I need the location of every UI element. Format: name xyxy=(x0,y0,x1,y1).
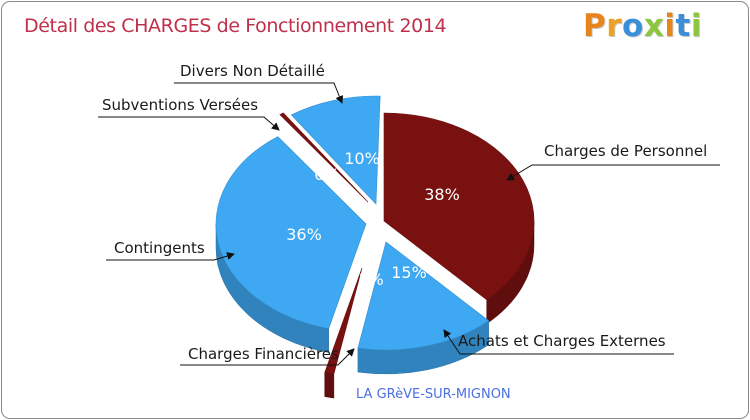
logo-letter: t xyxy=(675,8,691,44)
pie-slice xyxy=(383,112,535,301)
commune-name: LA GRèVE-SUR-MIGNON xyxy=(356,387,511,402)
slice-percent-label: 0% xyxy=(314,165,339,184)
leader-line xyxy=(506,164,720,181)
logo-letter: x xyxy=(643,8,665,44)
pie-slice xyxy=(290,95,381,205)
logo-letter: i xyxy=(690,8,702,44)
slice-percent-label: 38% xyxy=(424,185,460,204)
slice-category-label: Charges Financières xyxy=(188,345,339,363)
slice-percent-label: 10% xyxy=(344,149,380,168)
logo-letter: r xyxy=(606,8,623,44)
leader-line xyxy=(98,116,280,131)
pie-slice xyxy=(279,112,369,203)
pie-slice-side xyxy=(324,372,335,399)
slice-category-label: Charges de Personnel xyxy=(544,142,707,160)
pie-slice xyxy=(324,267,363,375)
slice-category-label: Contingents xyxy=(114,239,205,257)
leader-line xyxy=(174,82,344,104)
pie-slice xyxy=(357,241,490,351)
slice-percent-label: 15% xyxy=(391,263,427,282)
slice-percent-label: 36% xyxy=(286,225,322,244)
slice-category-label: Divers Non Détaillé xyxy=(180,62,325,80)
logo-letter: o xyxy=(622,8,644,44)
slice-percent-label: 1% xyxy=(358,270,383,289)
proxiti-logo[interactable]: Proxiti xyxy=(583,8,702,44)
slice-category-label: Subventions Versées xyxy=(102,96,258,114)
chart-title: Détail des CHARGES de Fonctionnement 201… xyxy=(24,15,447,37)
logo-letter: i xyxy=(664,8,676,44)
leader-line xyxy=(443,329,674,355)
leader-line xyxy=(106,252,235,261)
slice-category-label: Achats et Charges Externes xyxy=(458,332,666,350)
leader-line xyxy=(180,348,355,366)
logo-letter: P xyxy=(583,8,607,44)
pie-tops-layer xyxy=(215,95,535,375)
pie-slice xyxy=(215,136,367,329)
